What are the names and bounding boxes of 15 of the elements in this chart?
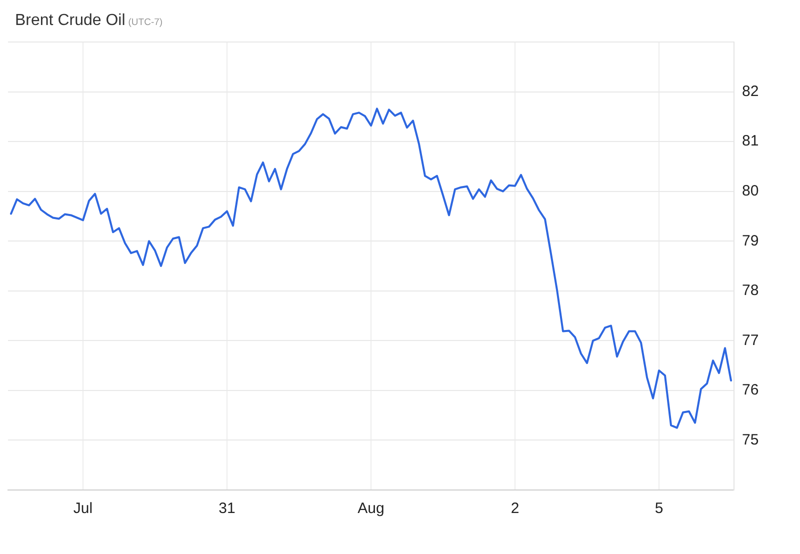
y-tick-label: 75 [742, 431, 759, 448]
x-tick-label: 5 [654, 500, 664, 518]
x-tick-label: Aug [358, 500, 384, 518]
y-tick-label: 80 [742, 182, 759, 200]
x-tick-label: 2 [510, 500, 520, 518]
y-tick-label: 79 [742, 232, 759, 250]
chart-title: Brent Crude Oil [15, 12, 126, 29]
x-tick-label: 31 [218, 500, 236, 518]
y-tick-label: 77 [742, 332, 759, 349]
y-tick-label: 82 [742, 82, 759, 100]
y-tick-label: 76 [742, 382, 759, 399]
x-tick-label: Jul [73, 500, 93, 518]
y-tick-label: 81 [742, 132, 759, 150]
chart-subtitle: (UTC-7) [128, 17, 163, 28]
y-tick-label: 78 [742, 282, 759, 300]
